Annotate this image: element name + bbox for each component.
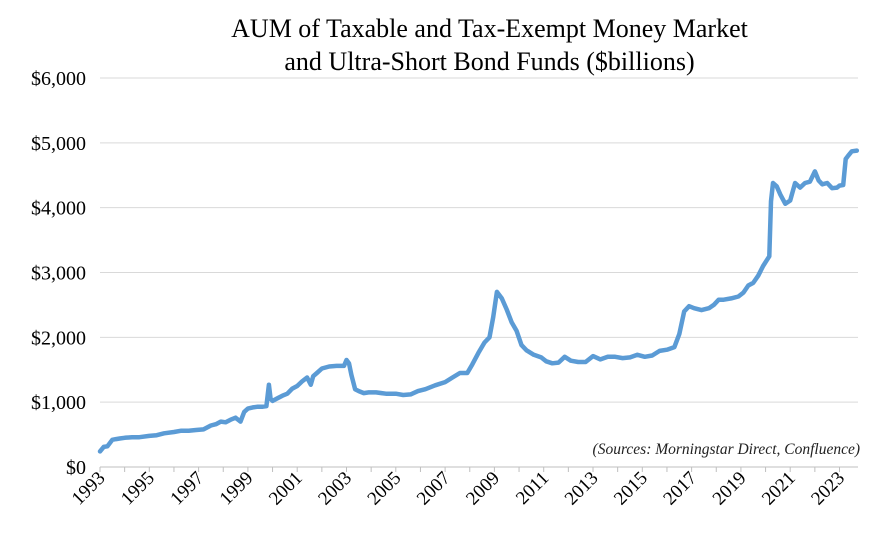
x-tick-label: 2019 [709,468,751,510]
y-axis: $0 $1,000 $2,000 $3,000 $4,000 $5,000 $6,000 [31,68,86,479]
x-tick-label: 1997 [166,468,208,510]
x-tick-label: 2001 [265,468,307,510]
x-axis: 1993 1995 1997 1999 2001 2003 2005 2007 2009 2011… [68,467,849,509]
x-tick-label: 2007 [413,468,455,510]
chart-title-line-1: AUM of Taxable and Tax-Exempt Money Mark… [231,14,748,43]
y-tick-label: $1,000 [31,392,86,414]
x-tick-label: 2017 [659,468,701,510]
aum-series-line [97,148,860,454]
x-tick-label: 2003 [314,468,356,510]
x-tick-label: 1999 [216,468,258,510]
x-tick-label: 2013 [561,468,603,510]
x-tick-label: 2009 [462,468,504,510]
gridlines [100,77,858,403]
source-annotation: (Sources: Morningstar Direct, Confluence… [592,441,860,458]
x-tick-label: 2021 [758,468,800,510]
chart-title-line-2: and Ultra-Short Bond Funds ($billions) [284,47,695,76]
y-tick-label: $4,000 [31,198,86,220]
x-tick-label: 1995 [117,468,159,510]
x-tick-label: 2015 [610,468,652,510]
y-tick-label: $2,000 [31,327,86,349]
plot-area [97,148,860,454]
y-tick-label: $3,000 [31,263,86,285]
x-tick-label: 2005 [364,468,406,510]
x-tick-label: 2011 [512,468,553,509]
x-tick-label: 2023 [807,468,849,510]
y-tick-label: $6,000 [31,68,86,90]
chart-title: AUM of Taxable and Tax-Exempt Money Mark… [100,12,879,78]
y-tick-label: $0 [66,457,86,479]
y-tick-label: $5,000 [31,133,86,155]
